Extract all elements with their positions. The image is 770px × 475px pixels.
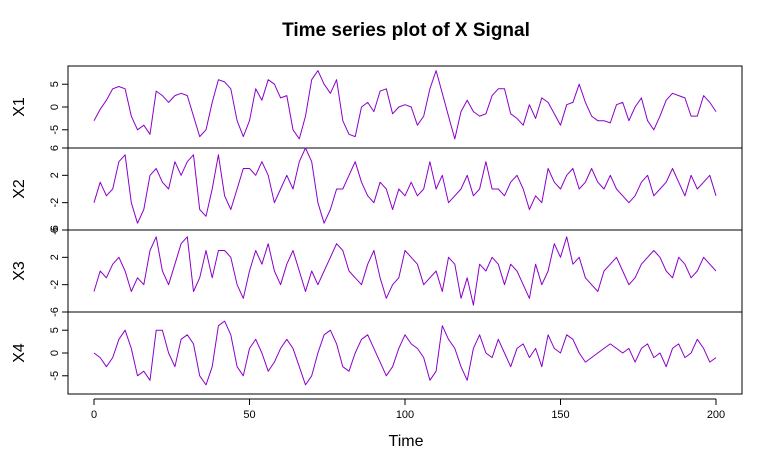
y-tick-label: -5 xyxy=(49,371,61,381)
panel-x4: -5 0 5 X4 xyxy=(11,312,742,394)
x-tick-label: 0 xyxy=(91,409,97,421)
y-axis-title-x4: X4 xyxy=(11,343,28,363)
x-axis: 0 50 100 150 200 xyxy=(91,399,725,421)
series-line-x4 xyxy=(94,321,716,385)
chart-title: Time series plot of X Signal xyxy=(282,20,530,41)
y-tick-label: 6 xyxy=(49,145,61,151)
series-line-x3 xyxy=(94,237,716,305)
y-axis-title-x1: X1 xyxy=(11,97,28,117)
y-tick-label: -6 xyxy=(49,307,61,317)
x-tick-label: 200 xyxy=(707,409,725,421)
y-tick-label: 2 xyxy=(49,254,61,260)
y-tick-label: 0 xyxy=(49,104,61,110)
y-tick-label: 0 xyxy=(49,350,61,356)
y-tick-label: 5 xyxy=(49,327,61,333)
panel-x3: -6 -2 2 6 X3 xyxy=(11,227,742,317)
y-tick-label: 6 xyxy=(49,227,61,233)
x-axis-title: Time xyxy=(389,433,424,450)
y-tick-label: -2 xyxy=(49,280,61,290)
x-tick-label: 150 xyxy=(551,409,569,421)
y-tick-label: 2 xyxy=(49,172,61,178)
series-line-x1 xyxy=(94,71,716,139)
y-tick-label: -5 xyxy=(49,125,61,135)
series-line-x2 xyxy=(94,148,716,223)
panel-x2: -6-226X2 xyxy=(11,145,742,235)
x-tick-label: 50 xyxy=(243,409,255,421)
y-tick-label: 5 xyxy=(49,81,61,87)
panels-group: -505X1-6-226X2-6-226X3-505X4 xyxy=(11,66,742,394)
panel-frame xyxy=(68,230,742,312)
panel-x1: -5 0 5 X1 xyxy=(11,66,742,148)
y-tick-label: -2 xyxy=(49,198,61,208)
panel-frame xyxy=(68,66,742,148)
y-axis-title-x3: X3 xyxy=(11,261,28,281)
x-tick-label: 100 xyxy=(396,409,414,421)
y-axis-title-x2: X2 xyxy=(11,179,28,199)
